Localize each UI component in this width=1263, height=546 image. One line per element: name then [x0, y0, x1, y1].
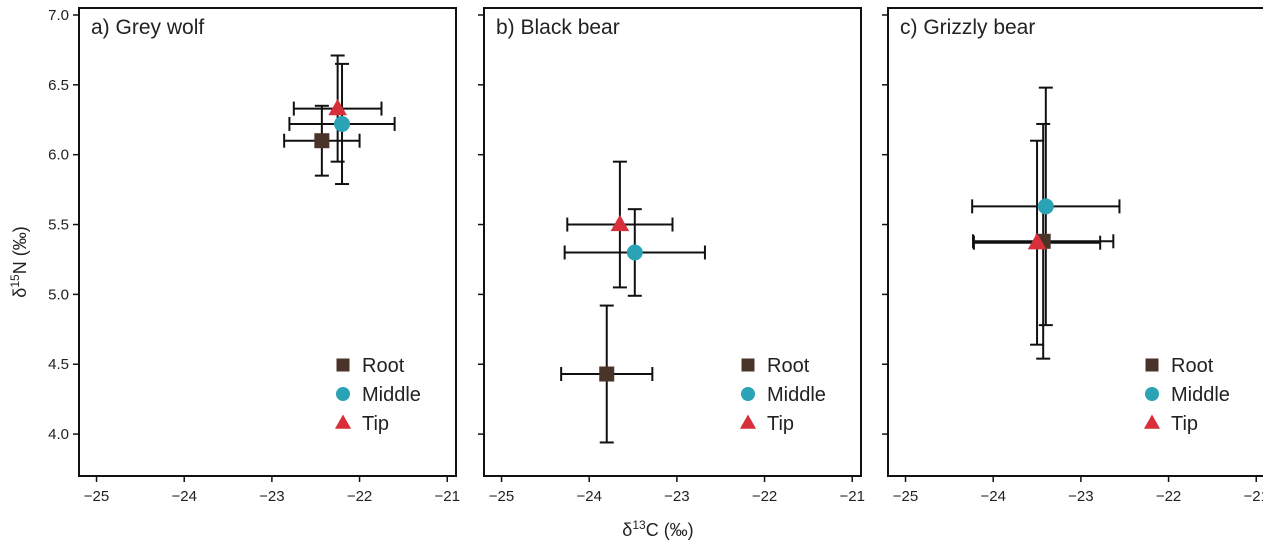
legend-label-root: Root [1171, 355, 1214, 377]
panel-title: a) Grey wolf [91, 16, 204, 39]
x-tick-label: −21 [1244, 488, 1263, 505]
panel-frame [483, 7, 862, 477]
panel-3: c) Grizzly bear −25 −24 −23 −22 −21 Root Middle… [882, 7, 1263, 505]
x-tick-label: −22 [347, 488, 372, 505]
x-tick-label: −23 [664, 488, 689, 505]
y-tick-label: 5.0 [48, 286, 69, 303]
y-label-superscript: 15 [8, 274, 22, 288]
legend-label-root: Root [767, 355, 810, 377]
point-middle [334, 115, 351, 132]
legend-marker-root [741, 358, 755, 372]
legend-label-tip: Tip [1171, 413, 1198, 435]
legend-label-middle: Middle [1171, 384, 1230, 406]
point-middle [1037, 198, 1054, 215]
chart-panels: a) Grey wolf −25 −24 −23 −22 −21 4.0 4.5 5.0 5.5 6… [48, 7, 1263, 505]
panel-1: a) Grey wolf −25 −24 −23 −22 −21 4.0 4.5 5.0 5.5 6… [48, 7, 460, 505]
panel-title: b) Black bear [496, 16, 620, 39]
x-tick-label: −24 [171, 488, 196, 505]
y-tick-label: 6.5 [48, 77, 69, 94]
point-root [599, 366, 615, 382]
x-tick-label: −25 [84, 488, 109, 505]
panel-frame [78, 7, 457, 477]
legend-label-middle: Middle [362, 384, 421, 406]
legend-label-tip: Tip [767, 413, 794, 435]
x-tick-label: −25 [893, 488, 918, 505]
point-root [314, 133, 330, 149]
x-tick-label: −25 [489, 488, 514, 505]
x-tick-label: −21 [840, 488, 865, 505]
x-tick-label: −22 [1156, 488, 1181, 505]
x-tick-label: −21 [435, 488, 460, 505]
legend-marker-tip [1143, 414, 1161, 429]
point-tip [610, 214, 630, 232]
legend-marker-root [1145, 358, 1159, 372]
x-tick-label: −24 [576, 488, 601, 505]
legend-marker-tip [334, 414, 352, 429]
x-axis-label: δ13C (‰) [622, 518, 693, 540]
x-tick-label: −22 [752, 488, 777, 505]
y-tick-label: 7.0 [48, 7, 69, 24]
point-tip [1027, 232, 1047, 250]
y-axis-label: δ15N (‰) [8, 226, 30, 297]
legend-marker-tip [739, 414, 757, 429]
legend-marker-middle [336, 387, 350, 401]
y-label-delta: δ [10, 288, 30, 298]
y-tick-label: 6.0 [48, 147, 69, 164]
legend-marker-root [336, 358, 350, 372]
legend-label-tip: Tip [362, 413, 389, 435]
x-label-text: C (‰) [646, 520, 694, 540]
panel-title: c) Grizzly bear [900, 16, 1035, 39]
legend-label-middle: Middle [767, 384, 826, 406]
y-tick-label: 5.5 [48, 217, 69, 234]
legend-marker-middle [1145, 387, 1159, 401]
point-tip [328, 98, 347, 116]
x-tick-label: −24 [980, 488, 1005, 505]
y-label-text: N (‰) [10, 226, 30, 274]
y-tick-label: 4.5 [48, 356, 69, 373]
x-tick-label: −23 [1068, 488, 1093, 505]
x-label-delta: δ [622, 520, 632, 540]
y-tick-label: 4.0 [48, 426, 69, 443]
point-middle [626, 244, 643, 261]
legend-marker-middle [741, 387, 755, 401]
x-label-superscript: 13 [632, 518, 646, 532]
x-tick-label: −23 [259, 488, 284, 505]
panel-frame [887, 7, 1263, 477]
legend-label-root: Root [362, 355, 405, 377]
panel-2: b) Black bear −25 −24 −23 −22 −21 Root Middle Ti… [478, 7, 865, 505]
